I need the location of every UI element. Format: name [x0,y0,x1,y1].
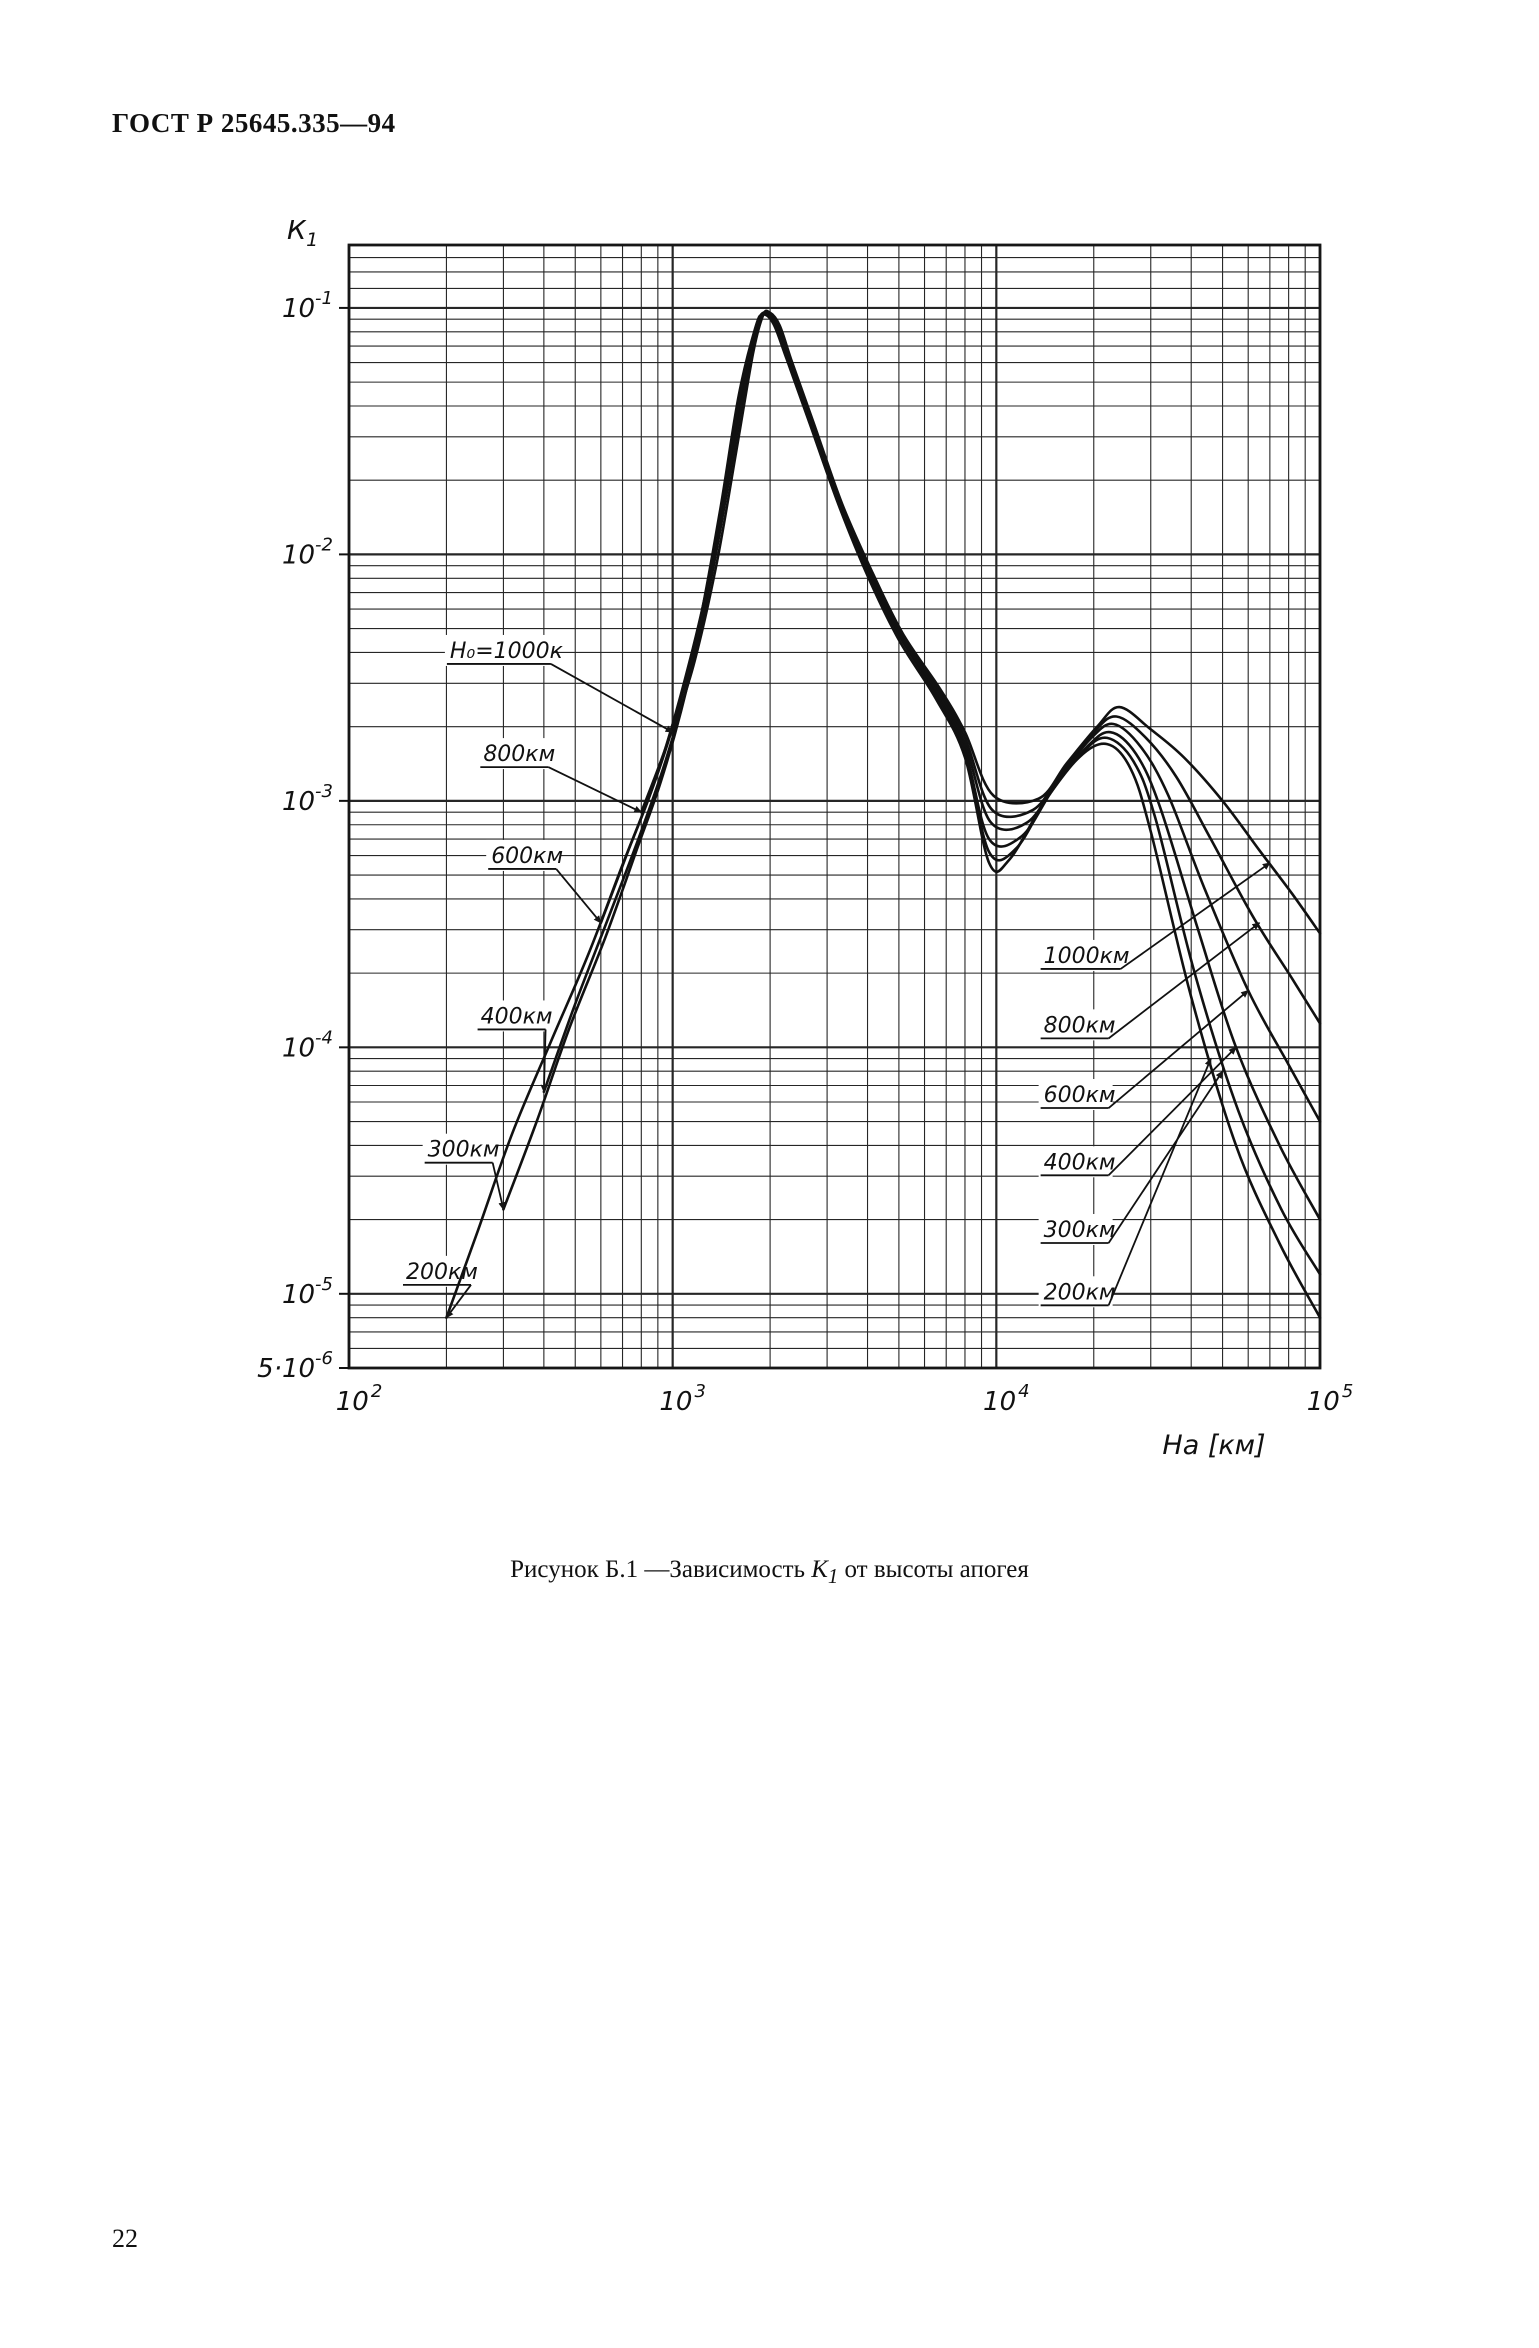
curve-label: 200км [1044,1280,1116,1305]
y-axis-title: К1 [287,220,318,251]
curve-label: 800км [483,742,555,767]
plot-frame [347,243,1322,1370]
label-patches [400,634,1125,1308]
x-tick-label: 10 5 [1307,1381,1354,1417]
figure-caption: Рисунок Б.1 —Зависимость К1 от высоты ап… [0,1556,1539,1589]
y-tick-label: 10-4 [282,1027,333,1063]
curve-label: 300км [1044,1218,1116,1243]
curve-label: Н₀=1000к [450,639,564,664]
x-tick-label: 10 2 [336,1381,383,1417]
curve-H0=200км [445,313,1322,1319]
y-tick-label: 10-2 [282,534,333,570]
caption-prefix: Рисунок Б.1 —Зависимость [510,1556,812,1583]
x-tick-label: 10 4 [983,1381,1030,1417]
page-number: 22 [112,2224,138,2253]
curve-H0=800км [640,310,1322,1025]
y-tick-label: 10-5 [282,1274,333,1310]
curves [445,309,1322,1319]
figure-b1: Н₀=1000к 800км 600км 400км 300км 200км 1000км 8… [150,215,1400,1470]
curve-label: 400км [481,1004,553,1029]
y-tick-label: 10-3 [282,781,333,817]
curve-label: 400км [1044,1150,1116,1175]
caption-symbol: К1 [811,1556,839,1588]
curve-label: 600км [491,844,563,869]
axis-ticks: 10-1 10-2 10-3 10-4 10-5 5·10-610 2 10 3 10 4 10 5 [257,288,1353,1417]
caption-suffix: от высоты апогея [838,1556,1029,1583]
chart-canvas: Н₀=1000к 800км 600км 400км 300км 200км 1000км 8… [257,215,1353,1461]
grid [347,245,1322,1368]
annotations: Н₀=1000к 800км 600км 400км 300км 200км 1000км 8… [402,639,1271,1319]
curve-label: 800км [1044,1013,1116,1038]
curve-H0=600км [599,311,1322,1123]
y-tick-label: 10-1 [282,288,333,324]
x-tick-label: 10 3 [659,1381,706,1417]
curve-label: 600км [1044,1083,1116,1108]
curve-label: 300км [428,1138,500,1163]
curve-H0=1000км [671,309,1322,935]
document-header: ГОСТ Р 25645.335—94 [112,108,396,138]
curve-label: 200км [406,1260,478,1285]
curve-label: 1000км [1044,944,1130,969]
y-tick-label: 5·10-6 [257,1348,333,1384]
curve-H0=300км [502,312,1322,1276]
x-axis-title: На [км] [1162,1430,1265,1461]
